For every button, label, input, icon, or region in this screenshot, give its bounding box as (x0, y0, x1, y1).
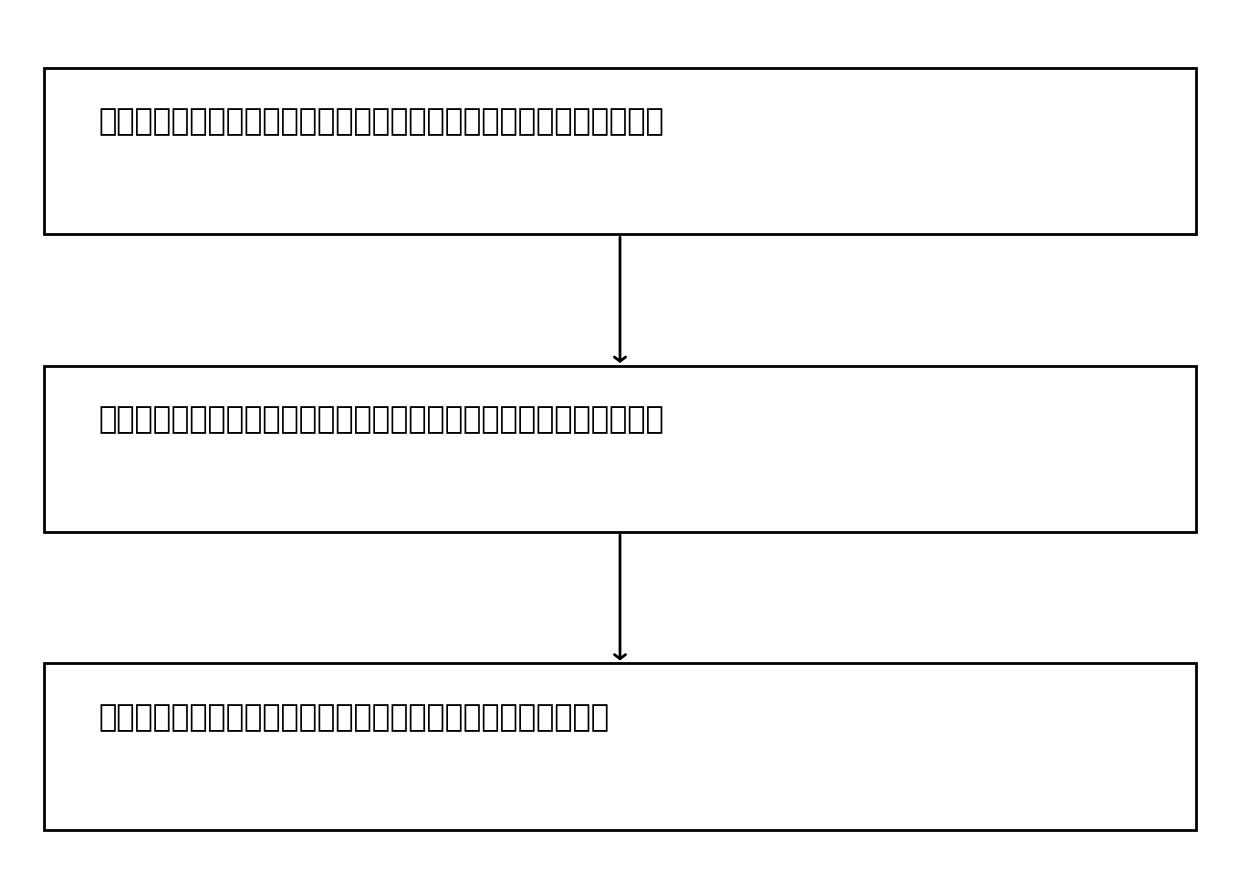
Text: 评估达标的退役磷酸铁锂电池性能，确定电池是否可以梯次利用: 评估达标的退役磷酸铁锂电池性能，确定电池是否可以梯次利用 (99, 702, 610, 732)
Bar (43, 365, 1197, 532)
Text: 检查合格的退役磷酸铁锂电池的外观，筛选不达标的磷酸铁锂动力电池: 检查合格的退役磷酸铁锂电池的外观，筛选不达标的磷酸铁锂动力电池 (99, 405, 665, 434)
Text: 分析磷酸铁锂动力电池历史运行数据，剔除不合格的退役磷酸铁锂电池: 分析磷酸铁锂动力电池历史运行数据，剔除不合格的退役磷酸铁锂电池 (99, 108, 665, 137)
Bar (43, 68, 1197, 235)
Bar (43, 663, 1197, 829)
